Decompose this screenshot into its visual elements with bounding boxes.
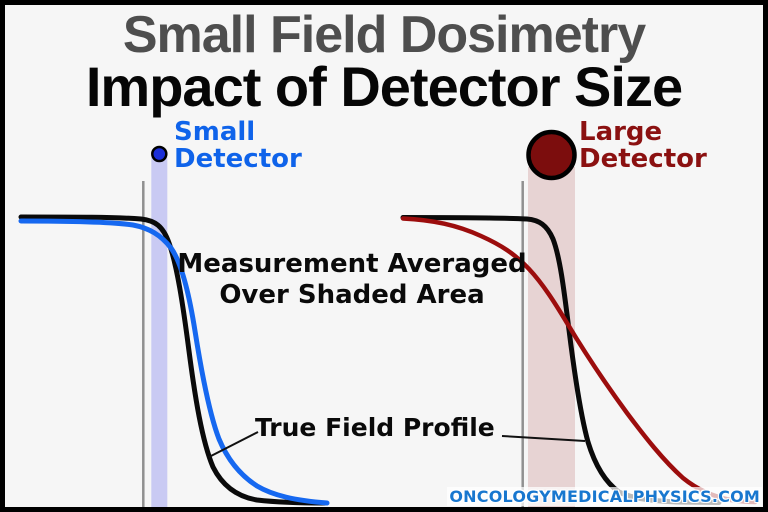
profiles-svg [18, 129, 758, 507]
small-detector-band [151, 157, 168, 507]
leader-line-right [501, 435, 586, 442]
large-detector-label: Large Detector [579, 117, 707, 174]
small-detector-label: Small Detector [174, 117, 302, 174]
small-detector-curve [18, 218, 330, 506]
watermark-text: ONCOLOGYMEDICALPHYSICS.COM [447, 487, 762, 506]
true-field-profile-label: True Field Profile [255, 413, 495, 442]
true-profile-left-curve [18, 214, 328, 506]
leader-line-left [208, 431, 259, 458]
large-detector-band [528, 167, 575, 507]
title-line2: Impact of Detector Size [85, 55, 683, 118]
small-detector-marker [151, 145, 168, 163]
large-detector-marker [526, 129, 577, 181]
title-line1: Small Field Dosimetry [122, 6, 646, 64]
measurement-annotation: Measurement Averaged Over Shaded Area [177, 249, 527, 310]
